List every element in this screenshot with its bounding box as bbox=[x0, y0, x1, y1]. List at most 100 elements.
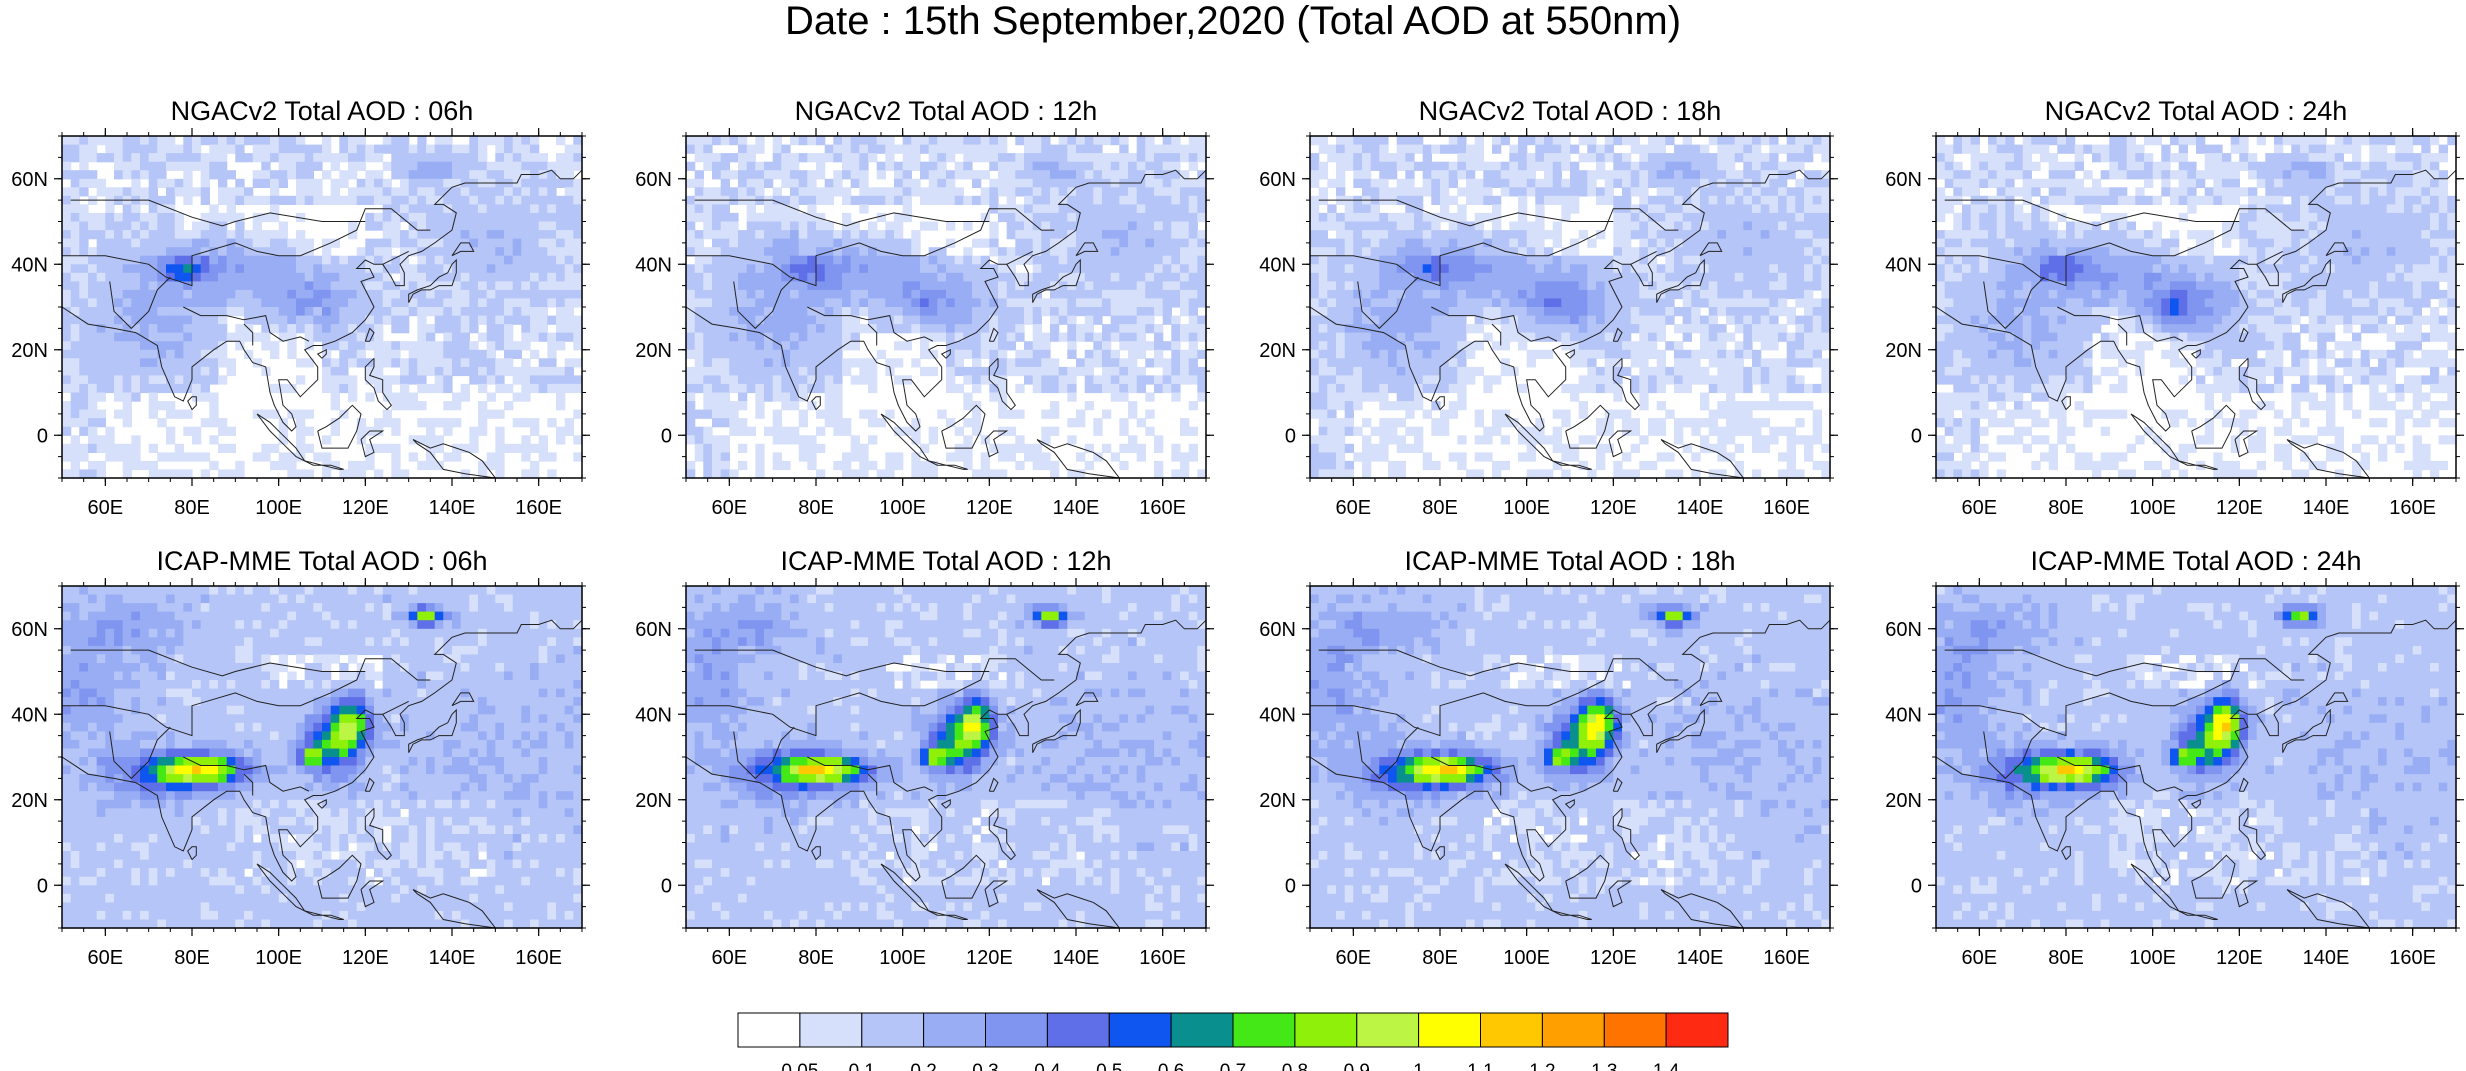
aod-cell bbox=[954, 136, 964, 146]
aod-cell bbox=[261, 452, 271, 462]
aod-cell bbox=[512, 281, 522, 291]
aod-cell bbox=[1396, 435, 1406, 445]
aod-cell bbox=[339, 469, 349, 479]
aod-cell bbox=[547, 161, 557, 171]
aod-cell bbox=[79, 136, 89, 146]
aod-cell bbox=[443, 178, 453, 188]
aod-cell bbox=[842, 264, 852, 274]
aod-cell bbox=[278, 460, 288, 471]
aod-cell bbox=[235, 341, 245, 351]
aod-cell bbox=[712, 409, 722, 419]
aod-cell bbox=[348, 195, 358, 205]
aod-cell bbox=[1422, 230, 1432, 240]
aod-cell bbox=[928, 460, 938, 471]
aod-cell bbox=[313, 161, 323, 171]
aod-cell bbox=[1353, 315, 1363, 325]
aod-cell bbox=[816, 341, 826, 351]
aod-cell bbox=[530, 349, 540, 359]
aod-cell bbox=[521, 324, 531, 334]
aod-cell bbox=[1119, 281, 1129, 291]
aod-cell bbox=[1327, 178, 1337, 188]
aod-cell bbox=[408, 392, 418, 402]
aod-cell bbox=[547, 349, 557, 359]
aod-cell bbox=[755, 375, 765, 385]
aod-cell bbox=[400, 341, 410, 351]
aod-cell bbox=[1388, 221, 1398, 231]
aod-cell bbox=[538, 452, 548, 462]
aod-cell bbox=[885, 469, 895, 479]
aod-cell bbox=[148, 307, 158, 317]
aod-cell bbox=[148, 383, 158, 394]
aod-cell bbox=[1526, 161, 1536, 171]
aod-cell bbox=[1041, 452, 1051, 462]
aod-cell bbox=[1526, 349, 1536, 359]
aod-cell bbox=[911, 161, 921, 171]
aod-cell bbox=[1500, 315, 1510, 325]
aod-cell bbox=[140, 281, 150, 291]
aod-cell bbox=[1682, 221, 1692, 231]
aod-cell bbox=[1396, 332, 1406, 342]
aod-cell bbox=[1535, 221, 1545, 231]
aod-cell bbox=[1353, 153, 1363, 163]
aod-cell bbox=[1448, 255, 1458, 265]
aod-cell bbox=[1483, 178, 1493, 188]
aod-cell bbox=[1310, 161, 1320, 171]
aod-cell bbox=[1682, 230, 1692, 240]
aod-cell bbox=[105, 375, 115, 385]
aod-cell bbox=[114, 358, 124, 368]
aod-cell bbox=[1102, 281, 1112, 291]
aod-cell bbox=[417, 324, 427, 334]
aod-cell bbox=[842, 426, 852, 436]
aod-cell bbox=[1457, 324, 1467, 334]
aod-cell bbox=[911, 469, 921, 479]
aod-cell bbox=[694, 341, 704, 351]
aod-cell bbox=[989, 341, 999, 351]
aod-cell bbox=[720, 170, 730, 180]
aod-cell bbox=[694, 324, 704, 334]
aod-cell bbox=[296, 230, 306, 240]
aod-cell bbox=[980, 289, 990, 300]
aod-cell bbox=[755, 452, 765, 462]
aod-cell bbox=[148, 409, 158, 419]
aod-cell bbox=[1440, 289, 1450, 300]
aod-cell bbox=[998, 212, 1008, 223]
aod-cell bbox=[365, 375, 375, 385]
aod-cell bbox=[200, 264, 210, 274]
aod-cell bbox=[1379, 401, 1389, 411]
aod-cell bbox=[894, 144, 904, 154]
aod-cell bbox=[556, 426, 566, 436]
aod-cell bbox=[1197, 255, 1207, 265]
aod-cell bbox=[391, 230, 401, 240]
aod-cell bbox=[400, 358, 410, 368]
aod-cell bbox=[790, 153, 800, 163]
aod-cell bbox=[1041, 383, 1051, 394]
aod-cell bbox=[1015, 289, 1025, 300]
aod-cell bbox=[157, 452, 167, 462]
aod-cell bbox=[573, 375, 583, 385]
aod-cell bbox=[391, 315, 401, 325]
aod-cell bbox=[1440, 212, 1450, 223]
aod-cell bbox=[564, 383, 574, 394]
aod-cell bbox=[1076, 178, 1086, 188]
aod-cell bbox=[114, 187, 124, 197]
aod-cell bbox=[400, 170, 410, 180]
aod-cell bbox=[686, 264, 696, 274]
aod-cell bbox=[729, 332, 739, 342]
aod-cell bbox=[1110, 375, 1120, 385]
aod-cell bbox=[790, 161, 800, 171]
aod-cell bbox=[1656, 144, 1666, 154]
aod-cell bbox=[200, 170, 210, 180]
aod-cell bbox=[1431, 272, 1441, 282]
aod-cell bbox=[322, 136, 332, 146]
aod-cell bbox=[1578, 298, 1588, 308]
aod-cell bbox=[200, 392, 210, 402]
aod-cell bbox=[417, 341, 427, 351]
aod-cell bbox=[218, 264, 228, 274]
aod-cell bbox=[183, 349, 193, 359]
aod-cell bbox=[1674, 341, 1684, 351]
aod-cell bbox=[1691, 204, 1701, 214]
aod-cell bbox=[781, 238, 791, 248]
aod-cell bbox=[1110, 221, 1120, 231]
aod-cell bbox=[1041, 358, 1051, 368]
aod-cell bbox=[746, 315, 756, 325]
